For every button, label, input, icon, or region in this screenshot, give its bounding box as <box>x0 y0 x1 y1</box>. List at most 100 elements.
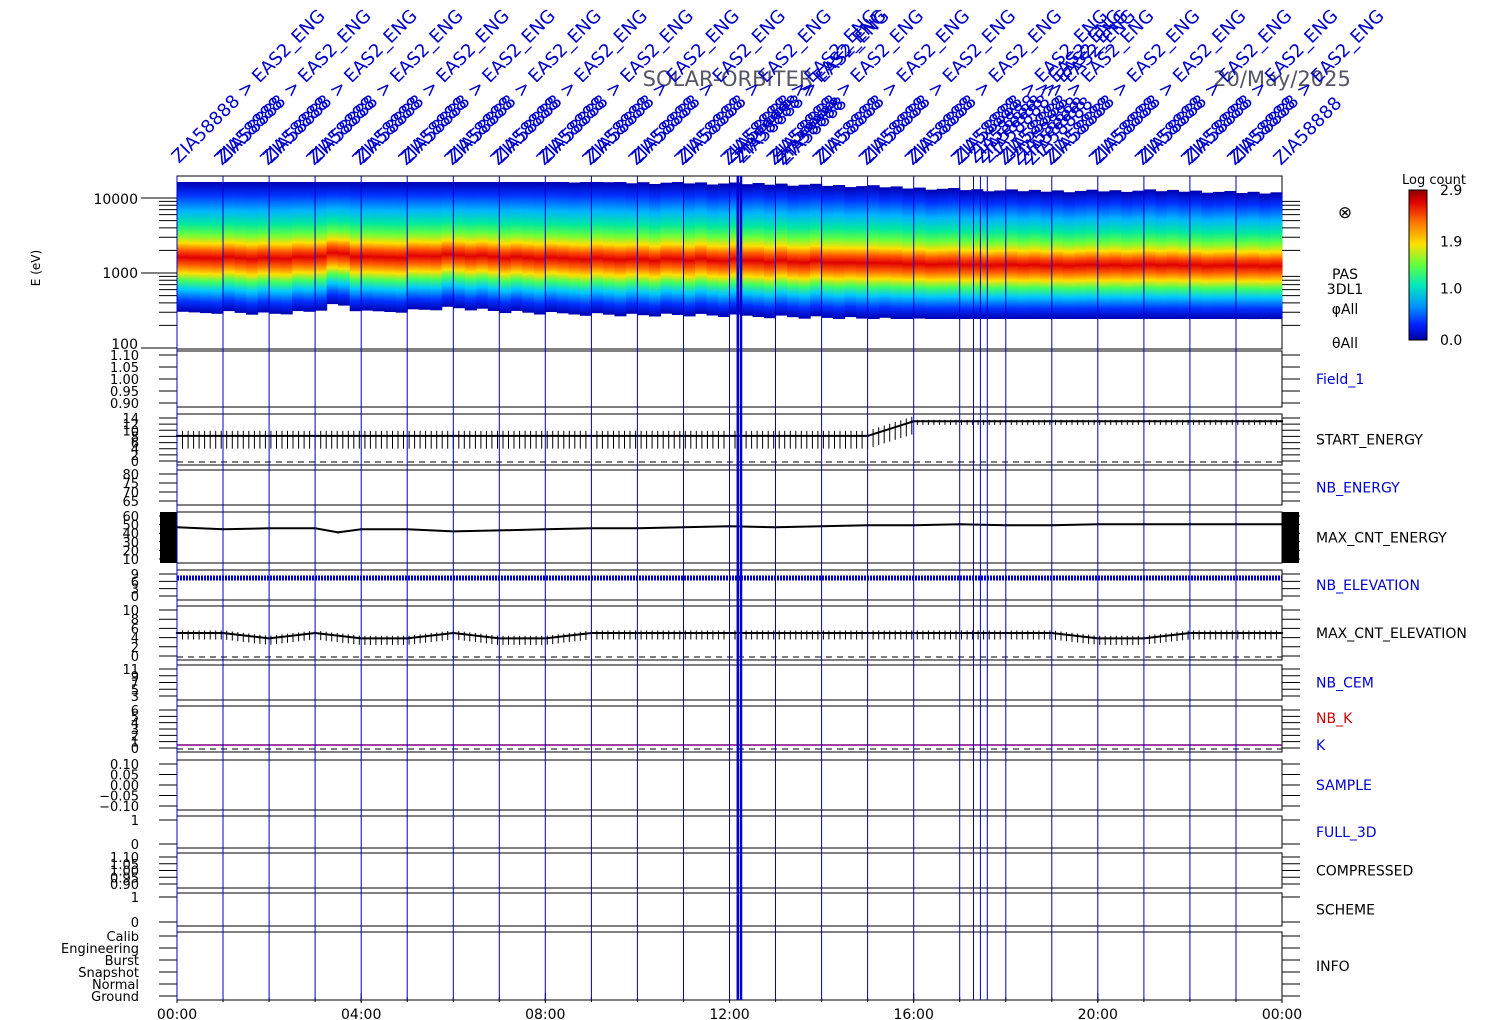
panel-label: START_ENERGY <box>1316 433 1423 449</box>
panel-label: COMPRESSED <box>1316 864 1413 880</box>
spectrogram-column <box>522 182 535 313</box>
spectrogram-column <box>764 184 777 319</box>
spectrogram-ytick-10000: 10000 <box>93 192 138 208</box>
spectrogram-column <box>499 182 512 314</box>
spectrogram-column <box>407 182 420 310</box>
spectrogram-column <box>384 182 397 312</box>
panel-tick-label: 1.10 <box>110 851 139 866</box>
x-tick-label: 20:00 <box>1078 1007 1118 1020</box>
phi-label: φAll <box>1332 302 1359 318</box>
series-point <box>336 531 340 534</box>
panel-label: SAMPLE <box>1316 778 1372 794</box>
spectrogram-column <box>959 190 972 319</box>
panel-tick-label: 1.10 <box>110 349 139 364</box>
spectrogram-column <box>936 188 949 319</box>
spectrogram-column <box>775 183 788 316</box>
panel-tick-label: −0.05 <box>99 790 139 805</box>
panel-tick-label: 12 <box>122 418 139 433</box>
x-tick-label: 00:00 <box>1262 1007 1302 1020</box>
mission-title: SOLAR-ORBITER <box>643 67 814 91</box>
spectrogram-column <box>510 182 523 311</box>
spectrogram-column <box>706 184 719 316</box>
colorbar-tick-label: 2.9 <box>1440 183 1462 199</box>
panel-tick-label: 11 <box>122 663 139 678</box>
panel-tick-label: −0.10 <box>99 800 139 815</box>
spectrogram-column <box>418 182 431 310</box>
spectrogram-column <box>913 187 926 319</box>
panel-tick-label: 3 <box>131 690 139 705</box>
spectrogram-column <box>1189 190 1202 319</box>
spectrogram-column <box>833 185 846 319</box>
panel-stack: 1.101.051.000.950.90Field_114121086420ST… <box>61 349 1467 1005</box>
spectrogram-column <box>741 184 754 316</box>
spectrogram-column <box>752 183 765 317</box>
spectrogram-column <box>556 182 569 314</box>
spectrogram-column <box>879 187 892 318</box>
panel-tick-label: 9 <box>131 670 139 685</box>
spectrogram-column <box>718 183 731 317</box>
panel-tick-label: 0.00 <box>110 779 139 794</box>
panel-tick-label: 40 <box>122 527 139 542</box>
panel-tick-label: 10 <box>122 553 139 568</box>
panel-tick-label: 0 <box>131 650 139 665</box>
theta-label: θAll <box>1332 336 1358 352</box>
panel-label: NB_CEM <box>1316 676 1374 692</box>
spectrogram-column <box>292 182 305 312</box>
spectrogram-column <box>994 190 1007 319</box>
spectrogram-column <box>303 182 316 312</box>
panel-tick-label: 1.05 <box>110 361 139 376</box>
colorbar-tick-label: 0.0 <box>1440 333 1462 349</box>
spectrogram-column <box>1201 192 1214 319</box>
spectrogram-column <box>487 182 500 311</box>
panel-tick-label: 1.00 <box>110 865 139 880</box>
panel-scheme: 1 0 SCHEME <box>131 891 1375 931</box>
time-axis: 00:00 04:00 08:00 12:00 16:00 20:00 00:00 <box>157 993 1302 1020</box>
spectrogram-column <box>1086 189 1099 319</box>
panel-tick-label: 2 <box>131 729 139 744</box>
panel-tick-label: 75 <box>122 477 139 492</box>
panel-tick-label: 2 <box>131 641 139 656</box>
spectrogram-column <box>787 185 800 318</box>
spectrogram-column <box>338 182 351 306</box>
product-label: 3DL1 <box>1327 282 1363 298</box>
spectrogram-column <box>648 184 661 317</box>
spectrogram-column <box>1028 189 1041 319</box>
spectrogram-column <box>200 182 213 314</box>
spectrogram-column <box>1178 191 1191 319</box>
spectrogram-column <box>1212 191 1225 319</box>
spectrogram-column <box>1040 191 1053 319</box>
spectrogram-column <box>1132 190 1145 319</box>
spectrogram-column <box>568 182 581 315</box>
panel-label: SCHEME <box>1316 903 1375 919</box>
x-tick-label: 16:00 <box>894 1007 934 1020</box>
colorbar-title: Log count <box>1402 173 1466 188</box>
spectrogram-column <box>533 182 546 315</box>
spectrogram-column <box>591 182 604 314</box>
spectrogram-column <box>1270 192 1283 320</box>
panel-info: CalibEngineeringBurstSnapshotNormalGroun… <box>61 930 1350 1005</box>
spectrogram-column <box>234 182 247 313</box>
spectrogram-column <box>372 182 385 312</box>
panel-label: MAX_CNT_ENERGY <box>1316 531 1447 547</box>
spectrogram-column <box>1236 193 1249 319</box>
panel-tick-label: 10 <box>122 424 139 439</box>
colorbar-tick-label: 1.9 <box>1440 235 1462 251</box>
colorbar-ticks: 2.9 1.9 1.0 0.0 <box>1440 183 1462 349</box>
panel-tick-label: 1.05 <box>110 858 139 873</box>
spectrogram-column <box>902 188 915 319</box>
panel-tick-label: 0.90 <box>110 397 139 412</box>
spectrogram-column <box>925 189 938 319</box>
colorbar-tick-label: 1.0 <box>1440 281 1462 297</box>
spectrogram-column <box>695 182 708 314</box>
panel-tick-label: 8 <box>131 430 139 445</box>
panel-tick-label: 0.05 <box>110 769 139 784</box>
panel-label: Field_1 <box>1316 372 1364 388</box>
panel-tick-label: 5 <box>131 683 139 698</box>
panel-tick-label: 1 <box>131 891 139 906</box>
spectrogram-column <box>349 182 362 312</box>
panel-tick-label: 0 <box>131 455 139 470</box>
spectrogram-column <box>1247 191 1260 320</box>
